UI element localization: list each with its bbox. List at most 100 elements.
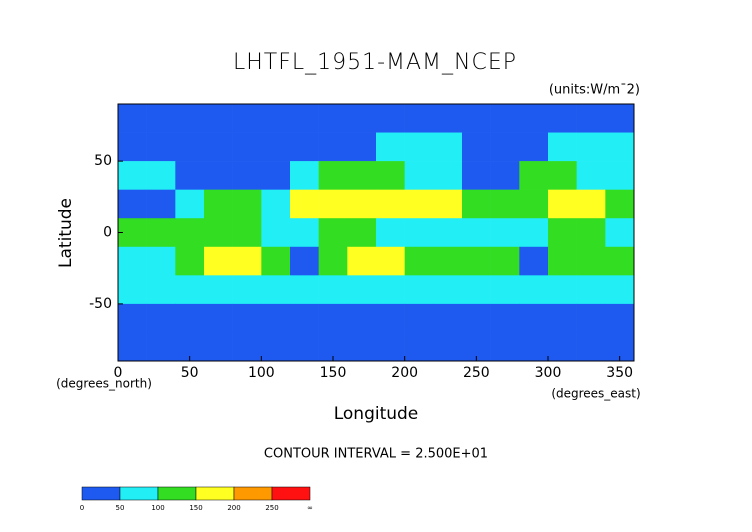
field-cell: [433, 303, 463, 333]
colorbar-label: 200: [227, 504, 240, 512]
colorbar-label: 150: [189, 504, 202, 512]
field-cell: [318, 218, 348, 248]
field-cell: [261, 275, 291, 305]
x-tick-label: 350: [606, 365, 633, 381]
field-cell: [204, 275, 233, 305]
field-cell: [118, 189, 147, 219]
field-cell: [175, 246, 205, 276]
field-cell: [118, 275, 147, 305]
field-cell: [232, 275, 262, 305]
field-cell: [490, 132, 520, 162]
field-cell: [462, 303, 491, 333]
field-cell: [433, 332, 463, 362]
field-cell: [290, 104, 319, 133]
field-cell: [290, 246, 319, 276]
field-cell: [404, 246, 434, 276]
field-cell: [290, 218, 319, 248]
field-cell: [576, 246, 606, 276]
colorbar-swatch: [81, 486, 121, 501]
field-cell: [519, 104, 549, 133]
field-cell: [519, 246, 549, 276]
field-cell: [605, 104, 635, 133]
field-cell: [605, 218, 635, 248]
field-cell: [347, 218, 377, 248]
field-cell: [576, 189, 606, 219]
field-cell: [376, 218, 405, 248]
field-cell: [462, 161, 491, 190]
field-cell: [433, 132, 463, 162]
field-cell: [404, 218, 434, 248]
colorbar-label: 250: [265, 504, 278, 512]
colorbar-swatch: [119, 486, 159, 501]
field-cell: [490, 161, 520, 190]
field-cell: [490, 303, 520, 333]
field-cell: [204, 132, 233, 162]
field-cell: [347, 332, 377, 362]
field-cell: [548, 218, 577, 248]
field-cell: [462, 104, 491, 133]
field-cell: [605, 189, 635, 219]
field-cell: [204, 246, 233, 276]
field-cell: [576, 132, 606, 162]
x-tick-label: 50: [181, 365, 199, 381]
field-cell: [490, 189, 520, 219]
field-cell: [290, 332, 319, 362]
field-cell: [376, 132, 405, 162]
field-cell: [462, 218, 491, 248]
field-cell: [118, 332, 147, 362]
field-cell: [548, 161, 577, 190]
field-cell: [261, 332, 291, 362]
y-tick-label: 50: [94, 153, 112, 169]
x-tick-label: 150: [320, 365, 347, 381]
field-cell: [376, 189, 405, 219]
field-cell: [347, 161, 377, 190]
field-cell: [290, 189, 319, 219]
field-cell: [576, 332, 606, 362]
x-tick-label: 300: [535, 365, 562, 381]
field-cell: [261, 132, 291, 162]
field-cell: [548, 332, 577, 362]
field-cell: [376, 104, 405, 133]
field-cell: [146, 189, 176, 219]
field-cell: [318, 189, 348, 219]
field-cell: [261, 218, 291, 248]
field-cell: [118, 132, 147, 162]
colorbar: 0 50 100 150 200 250 ∞: [80, 486, 313, 512]
field-cell: [118, 303, 147, 333]
field-cell: [548, 104, 577, 133]
field-cell: [347, 246, 377, 276]
field-cell: [404, 332, 434, 362]
field-cell: [175, 303, 205, 333]
field-cell: [204, 104, 233, 133]
field-cell: [318, 303, 348, 333]
field-cell: [204, 218, 233, 248]
field-cell: [146, 218, 176, 248]
field-cell: [290, 303, 319, 333]
field-cell: [548, 132, 577, 162]
x-axis-label: Longitude: [334, 404, 419, 424]
field-cell: [433, 104, 463, 133]
field-cell: [605, 161, 635, 190]
field-cell: [462, 132, 491, 162]
field-cell: [548, 275, 577, 305]
field-cell: [433, 246, 463, 276]
field-cell: [290, 161, 319, 190]
field-cell: [146, 275, 176, 305]
field-cell: [118, 104, 147, 133]
field-cell: [576, 104, 606, 133]
field-cell: [347, 104, 377, 133]
field-cell: [232, 332, 262, 362]
field-cell: [576, 275, 606, 305]
field-cell: [347, 189, 377, 219]
field-cell: [232, 132, 262, 162]
field-cell: [118, 161, 147, 190]
field-cell: [146, 332, 176, 362]
field-cell: [548, 189, 577, 219]
field-cell: [175, 218, 205, 248]
x-tick-label: 250: [463, 365, 490, 381]
field-cell: [290, 275, 319, 305]
field-cell: [519, 189, 549, 219]
x-unit-label: (degrees_east): [551, 387, 640, 401]
field-cell: [232, 104, 262, 133]
field-cell: [404, 132, 434, 162]
